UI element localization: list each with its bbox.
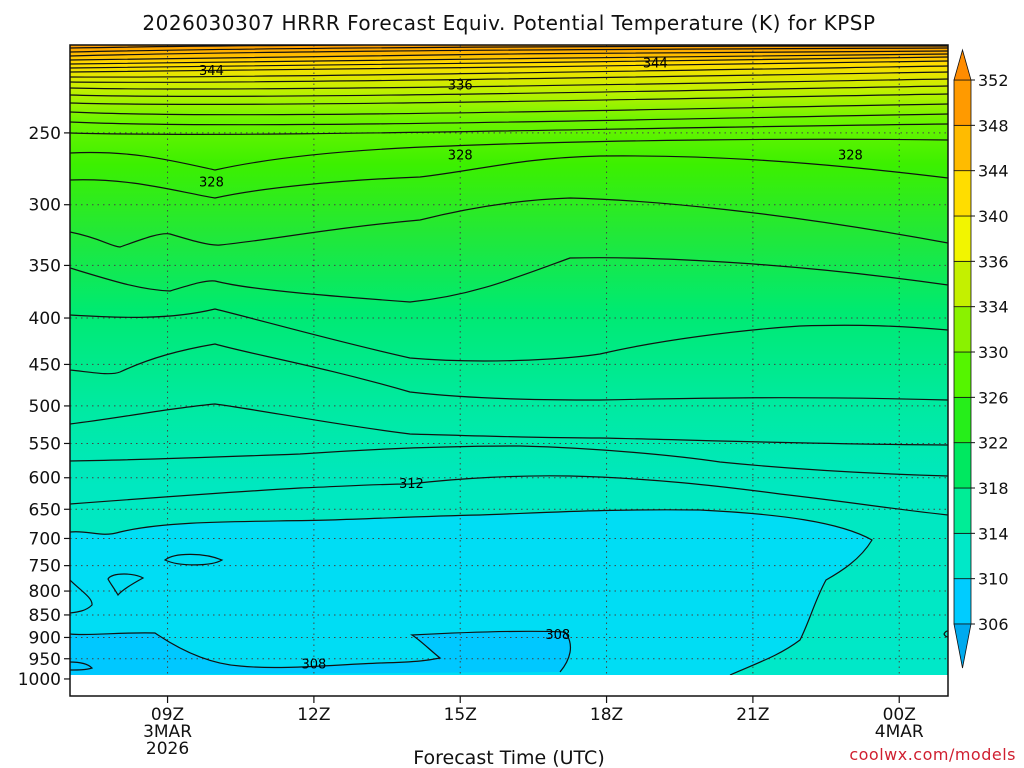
y-tick-label: 350 (29, 256, 61, 276)
x-tick-label: 00Z (883, 705, 916, 725)
colorbar-swatch (953, 351, 972, 398)
x-tick-label: 12Z (297, 705, 330, 725)
y-tick-label: 450 (29, 355, 61, 375)
y-tick-label: 1000 (18, 670, 61, 690)
y-axis: 2503003504004505005506006507007508008509… (18, 124, 70, 690)
colorbar-label: 314 (978, 524, 1009, 543)
colorbar-under-arrow (953, 623, 972, 669)
colorbar-label: 318 (978, 479, 1009, 498)
x-tick-label: 3MAR (143, 722, 192, 742)
colorbar-label: 340 (978, 207, 1009, 226)
contour-label: 308 (545, 628, 570, 643)
y-tick-label: 700 (29, 529, 61, 549)
colorbar-label: 322 (978, 434, 1009, 453)
colorbar-label: 310 (978, 570, 1009, 589)
x-axis-label: Forecast Time (UTC) (413, 747, 604, 768)
contour-label: 336 (448, 78, 473, 93)
x-tick-label: 4MAR (875, 722, 924, 742)
watermark: coolwx.com/models (849, 745, 1016, 764)
warm-pocket-fill (70, 631, 571, 675)
colorbar-swatch (953, 442, 972, 489)
colorbar-swatch (953, 487, 972, 534)
x-tick-label: 18Z (590, 705, 623, 725)
colorbar-swatch (953, 124, 972, 172)
colorbar-swatch (953, 170, 972, 217)
y-tick-label: 550 (29, 434, 61, 454)
colorbar-swatch (953, 215, 972, 262)
colorbar-swatch (953, 396, 972, 444)
colorbar-label: 344 (978, 162, 1009, 181)
ground (70, 675, 948, 696)
contour-label: 344 (199, 64, 224, 79)
colorbar-label: 326 (978, 388, 1009, 407)
contour-label: 328 (448, 148, 473, 163)
y-tick-label: 750 (29, 557, 61, 577)
y-tick-label: 600 (29, 469, 61, 489)
x-tick-label: 21Z (736, 705, 769, 725)
colorbar-over-arrow (953, 48, 972, 81)
y-tick-label: 300 (29, 196, 61, 216)
chart-title: 2026030307 HRRR Forecast Equiv. Potentia… (142, 11, 875, 35)
y-tick-label: 250 (29, 124, 61, 144)
contour-label: 308 (301, 657, 326, 672)
y-tick-label: 500 (29, 397, 61, 417)
contour-label: 328 (199, 176, 224, 191)
y-tick-label: 800 (29, 582, 61, 602)
colorbar-label: 352 (978, 71, 1009, 90)
colorbar-label: 348 (978, 116, 1009, 135)
x-tick-label: 09Z (151, 705, 184, 725)
y-tick-label: 650 (29, 500, 61, 520)
contour-label: 328 (838, 148, 863, 163)
colorbar-swatch (953, 532, 972, 580)
y-tick-label: 950 (29, 650, 61, 670)
colorbar-label: 306 (978, 615, 1009, 634)
plot-frame (69, 44, 949, 697)
colorbar-label: 336 (978, 252, 1009, 271)
y-tick-label: 850 (29, 606, 61, 626)
colorbar: 306 310 314 318 322 326 330 334 336 340 344 348 352 (953, 48, 1009, 669)
x-tick-label: 15Z (444, 705, 477, 725)
colorbar-label: 334 (978, 298, 1009, 317)
contour-label: 312 (399, 477, 424, 492)
contour-label: 344 (643, 56, 668, 71)
colorbar-swatch (953, 79, 972, 126)
plot-area: 344 336 344 328 328 328 312 308 308 (70, 45, 948, 696)
colorbar-swatch (953, 306, 972, 353)
y-tick-label: 900 (29, 628, 61, 648)
colorbar-swatch (953, 578, 972, 625)
colorbar-label: 330 (978, 343, 1009, 362)
colorbar-swatch (953, 260, 972, 308)
cold-region-fill (70, 509, 872, 675)
x-tick-label: 2026 (146, 739, 189, 759)
contour-labels: 344 336 344 328 328 328 312 308 308 (199, 56, 863, 672)
y-tick-label: 400 (29, 309, 61, 329)
contour-lines (70, 45, 948, 675)
